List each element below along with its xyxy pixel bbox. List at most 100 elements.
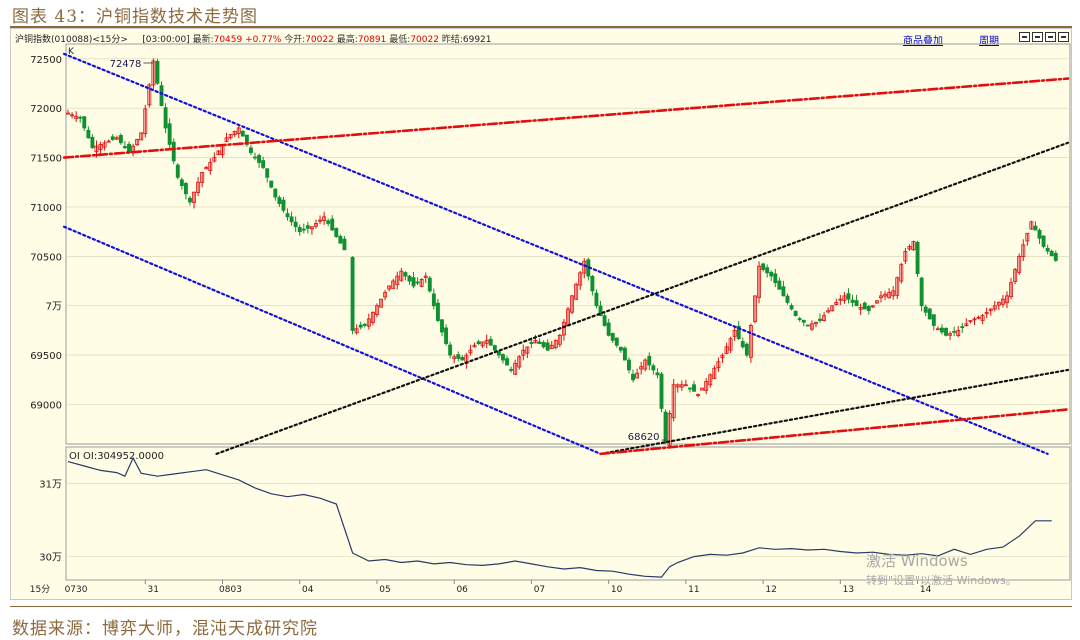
- candle-body: [525, 346, 530, 354]
- candle-body: [797, 318, 802, 320]
- candle-body: [704, 381, 709, 391]
- report-title: 图表 43：沪铜指数技术走势图: [12, 7, 259, 27]
- period-button[interactable]: 周期: [979, 36, 999, 47]
- candle-body: [468, 349, 473, 354]
- kline-panel-frame: [65, 43, 1071, 445]
- candle-body: [765, 267, 770, 274]
- title-divider: [10, 26, 1072, 28]
- candle-body: [557, 334, 562, 345]
- candle-body: [610, 332, 615, 341]
- candle-body: [179, 179, 184, 186]
- candle-body: [716, 361, 721, 369]
- high-annotation-label: 72478: [110, 59, 142, 70]
- candle-body: [314, 223, 318, 227]
- candle-body: [956, 330, 961, 337]
- candle-body: [326, 220, 331, 224]
- oi-series-label: OI OI:304952.0000: [69, 451, 164, 462]
- candle-body: [318, 219, 322, 222]
- candle-body: [622, 347, 627, 361]
- candle-body: [879, 295, 883, 299]
- candle-body: [297, 227, 302, 233]
- candle-body: [814, 321, 818, 325]
- watermark-activate-windows: 激活 Windows: [866, 552, 968, 570]
- blue-upper-channel-trendline: [62, 52, 1049, 455]
- candle-body: [899, 264, 904, 282]
- candle-body: [269, 180, 274, 188]
- candle-body: [208, 162, 213, 171]
- candle-body: [777, 280, 782, 290]
- candle-body: [830, 305, 835, 312]
- candle-body: [167, 123, 172, 145]
- candle-body: [358, 324, 363, 328]
- candle-body: [228, 134, 233, 139]
- candle-body: [935, 328, 940, 331]
- layout-button-4[interactable]: [1058, 32, 1069, 42]
- candle-body: [858, 306, 863, 310]
- candle-body: [476, 341, 481, 344]
- candle-body: [74, 116, 79, 119]
- footer-divider: [10, 606, 1072, 607]
- candle-body: [732, 330, 737, 337]
- x-tick-label: 06: [456, 585, 468, 595]
- candle-body: [281, 199, 286, 211]
- layout-button-2[interactable]: [1032, 32, 1043, 42]
- latest-label: 最新:: [192, 35, 214, 45]
- candle-body: [86, 129, 91, 139]
- candle-body: [748, 325, 753, 358]
- candle-body: [834, 302, 839, 305]
- candle-body: [135, 139, 140, 146]
- candle-body: [114, 137, 119, 140]
- candle-body: [842, 295, 847, 301]
- candle-body: [639, 366, 644, 370]
- kline-y-tick-label: 69500: [30, 351, 62, 362]
- candle-body: [452, 356, 457, 359]
- candle-body: [736, 325, 741, 340]
- candle-body: [700, 387, 705, 391]
- candle-body: [82, 116, 87, 129]
- candle-body: [1053, 252, 1058, 261]
- black-upper-channel-trendline: [215, 141, 1070, 455]
- candle-body: [1037, 229, 1042, 239]
- candle-body: [643, 359, 648, 370]
- candle-body: [761, 263, 766, 270]
- candle-body: [240, 130, 245, 137]
- candle-body: [931, 314, 936, 326]
- candle-body: [1005, 295, 1009, 304]
- open-value: 70022: [305, 35, 334, 45]
- candle-body: [960, 326, 965, 328]
- candle-body: [509, 369, 514, 371]
- candle-body: [870, 305, 875, 308]
- candle-body: [793, 310, 798, 317]
- candle-body: [866, 306, 871, 312]
- kline-y-tick-label: 71500: [30, 154, 62, 165]
- candle-body: [992, 305, 997, 310]
- candle-body: [915, 242, 920, 275]
- candle-body: [874, 300, 879, 304]
- candle-body: [159, 85, 164, 107]
- candle-body: [411, 277, 416, 287]
- candle-body: [598, 305, 603, 317]
- candle-body: [822, 315, 827, 321]
- candle-body: [200, 171, 205, 183]
- change-value: +0.77%: [245, 35, 282, 45]
- candle-body: [423, 275, 428, 278]
- layout-button-3[interactable]: [1045, 32, 1056, 42]
- candle-body: [305, 225, 310, 229]
- open-label: 今开:: [284, 35, 306, 45]
- candle-body: [66, 112, 70, 115]
- candle-body: [1000, 298, 1005, 305]
- x-tick-label: 0730: [65, 585, 88, 595]
- candle-body: [427, 277, 432, 292]
- candle-body: [517, 356, 522, 368]
- kline-y-tick-label: 71000: [30, 203, 62, 214]
- candle-body: [309, 226, 314, 230]
- candle-body: [545, 342, 550, 351]
- layout-button-1[interactable]: [1019, 32, 1030, 42]
- overlay-commodity-button[interactable]: 商品叠加: [903, 36, 943, 47]
- candle-body: [553, 339, 558, 348]
- candle-body: [460, 357, 465, 361]
- candle-body: [98, 144, 103, 150]
- candle-body: [724, 346, 729, 355]
- candle-body: [350, 256, 355, 331]
- candle-body: [683, 384, 688, 387]
